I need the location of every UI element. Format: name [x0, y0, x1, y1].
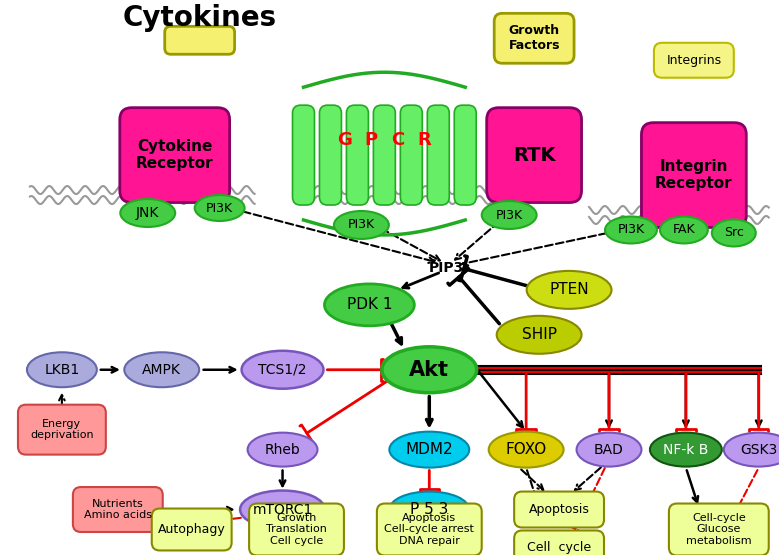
Ellipse shape [712, 220, 756, 246]
Ellipse shape [650, 433, 722, 466]
Text: MDM2: MDM2 [406, 442, 453, 457]
Text: Cytokines: Cytokines [122, 4, 277, 32]
Text: Autophagy: Autophagy [158, 523, 225, 536]
Text: P 5 3: P 5 3 [410, 502, 448, 517]
Ellipse shape [242, 351, 324, 389]
Text: FAK: FAK [672, 224, 695, 236]
Text: PDK 1: PDK 1 [346, 297, 392, 312]
Ellipse shape [489, 431, 564, 468]
FancyBboxPatch shape [669, 504, 769, 555]
Text: R: R [417, 131, 431, 149]
FancyBboxPatch shape [374, 105, 395, 205]
Ellipse shape [247, 433, 317, 466]
Text: P: P [365, 131, 378, 149]
FancyBboxPatch shape [165, 26, 235, 54]
Ellipse shape [389, 431, 470, 468]
FancyBboxPatch shape [514, 530, 604, 556]
Ellipse shape [382, 347, 477, 393]
Ellipse shape [482, 201, 537, 229]
Text: BAD: BAD [594, 443, 624, 456]
Text: PI3K: PI3K [348, 219, 375, 231]
Text: Energy
deprivation: Energy deprivation [30, 419, 94, 440]
Ellipse shape [195, 195, 245, 221]
Text: NF-k B: NF-k B [663, 443, 708, 456]
Text: RTK: RTK [513, 146, 555, 165]
Text: Integrin
Receptor: Integrin Receptor [655, 159, 732, 191]
Text: Akt: Akt [410, 360, 449, 380]
Ellipse shape [605, 216, 657, 244]
FancyBboxPatch shape [400, 105, 422, 205]
Text: Src: Src [724, 226, 744, 240]
Ellipse shape [324, 284, 414, 326]
Text: Growth
Translation
Cell cycle: Growth Translation Cell cycle [266, 513, 327, 546]
Text: Nutrients
Amino acids: Nutrients Amino acids [83, 499, 152, 520]
Text: SHIP: SHIP [522, 327, 557, 342]
Ellipse shape [576, 433, 641, 466]
Text: TCS1/2: TCS1/2 [258, 363, 307, 377]
Text: Rheb: Rheb [264, 443, 300, 456]
FancyBboxPatch shape [249, 504, 344, 555]
Text: PI3K: PI3K [495, 208, 523, 221]
FancyBboxPatch shape [320, 105, 342, 205]
Ellipse shape [497, 316, 582, 354]
Text: PI3K: PI3K [618, 224, 644, 236]
Text: Integrins: Integrins [666, 54, 722, 67]
FancyBboxPatch shape [18, 405, 106, 455]
FancyBboxPatch shape [654, 43, 734, 78]
Ellipse shape [724, 433, 780, 466]
FancyBboxPatch shape [377, 504, 482, 555]
Text: Cytokine
Receptor: Cytokine Receptor [136, 139, 214, 171]
Ellipse shape [526, 271, 612, 309]
Text: G: G [337, 131, 352, 149]
Ellipse shape [389, 492, 470, 528]
Ellipse shape [240, 490, 325, 529]
Ellipse shape [334, 211, 389, 239]
Text: Growth
Factors: Growth Factors [509, 24, 560, 52]
FancyBboxPatch shape [641, 123, 746, 227]
Text: Apoptosis: Apoptosis [529, 503, 590, 516]
FancyBboxPatch shape [495, 13, 574, 63]
Ellipse shape [660, 216, 707, 244]
FancyBboxPatch shape [346, 105, 368, 205]
Text: AMPK: AMPK [142, 363, 181, 377]
Text: LKB1: LKB1 [44, 363, 80, 377]
Text: mTORC1: mTORC1 [253, 503, 313, 517]
Text: C: C [391, 131, 404, 149]
FancyBboxPatch shape [454, 105, 477, 205]
Text: FOXO: FOXO [505, 442, 547, 457]
Text: Cell  cycle: Cell cycle [527, 541, 591, 554]
FancyBboxPatch shape [292, 105, 314, 205]
Text: Apoptosis
Cell-cycle arrest
DNA repair: Apoptosis Cell-cycle arrest DNA repair [385, 513, 474, 546]
FancyBboxPatch shape [73, 487, 163, 532]
Text: Cell-cycle
Glucose
metabolism: Cell-cycle Glucose metabolism [686, 513, 752, 546]
Text: JNK: JNK [136, 206, 159, 220]
Ellipse shape [120, 199, 176, 227]
Text: PIP3: PIP3 [429, 261, 464, 275]
Text: PTEN: PTEN [549, 282, 589, 297]
Ellipse shape [27, 353, 97, 387]
Text: GSK3: GSK3 [740, 443, 778, 456]
FancyBboxPatch shape [120, 108, 229, 202]
FancyBboxPatch shape [427, 105, 449, 205]
FancyBboxPatch shape [152, 509, 232, 550]
Text: PI3K: PI3K [206, 201, 233, 215]
FancyBboxPatch shape [514, 492, 604, 528]
Ellipse shape [124, 353, 199, 387]
FancyBboxPatch shape [487, 108, 582, 202]
